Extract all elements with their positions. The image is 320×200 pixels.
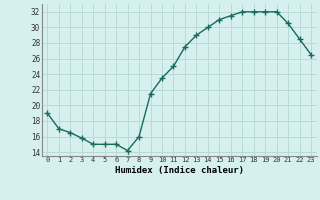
X-axis label: Humidex (Indice chaleur): Humidex (Indice chaleur) [115, 166, 244, 175]
